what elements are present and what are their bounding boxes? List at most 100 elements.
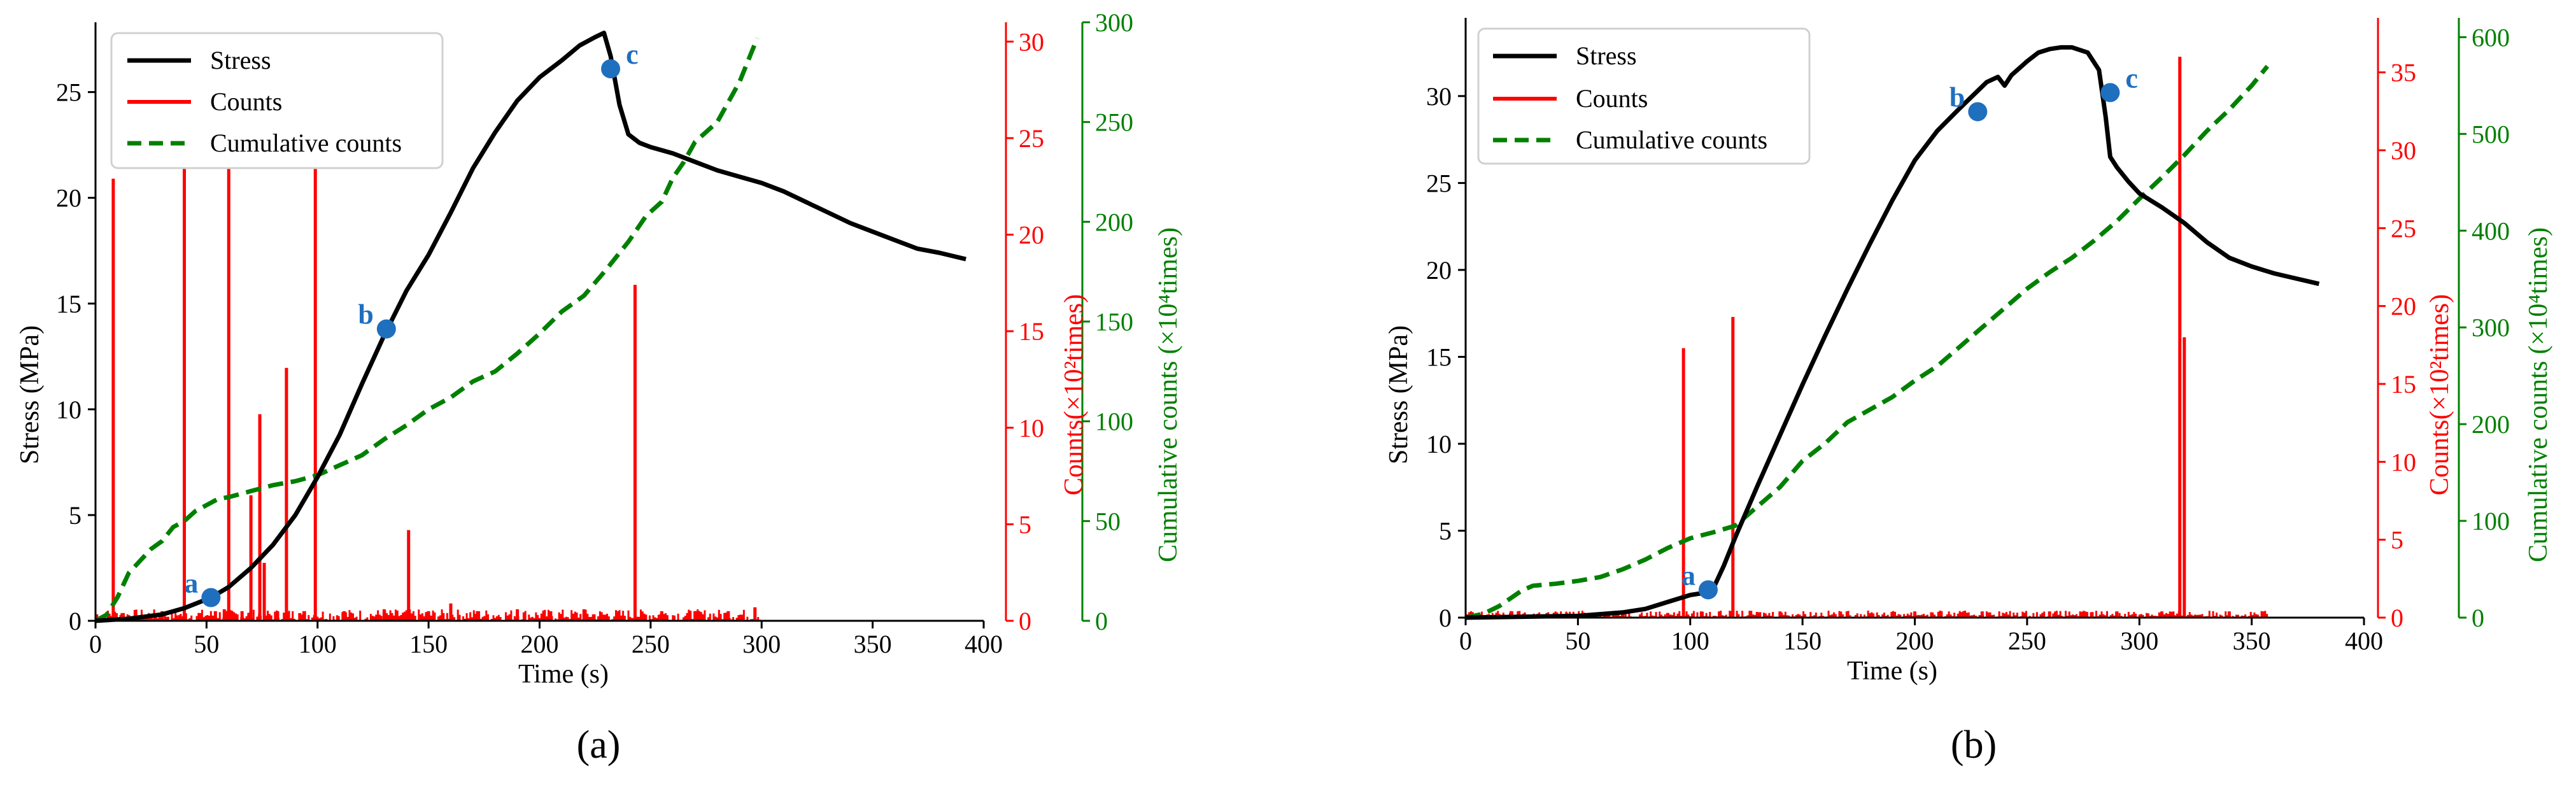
legend-label-stress: Stress [1576,41,1637,70]
y-axis-label-stress-a: Stress (MPa) [15,325,45,464]
x-tick-label: 250 [2008,627,2046,655]
y-tick-label-stress: 0 [1439,604,1452,632]
legend-a: Stress Counts Cumulative counts [110,32,444,169]
x-tick-label: 400 [965,630,1003,658]
x-tick-label: 100 [1671,627,1709,655]
y-tick-label-cumulative: 400 [2472,216,2510,245]
y-tick-label-cumulative: 500 [2472,120,2510,148]
y-tick-label-cumulative: 300 [2472,313,2510,342]
panel-label-b: (b) [1951,723,1997,767]
point-label-c: c [2125,62,2138,94]
y-axis-label-stress-b: Stress (MPa) [1384,325,1413,464]
point-marker-c [601,59,621,79]
y-tick-label-cumulative: 0 [2472,604,2484,632]
x-tick-label: 350 [854,630,892,658]
y-tick-label-cumulative: 100 [2472,507,2510,535]
y-tick-label-counts: 25 [1019,124,1044,153]
y-axis-label-cumulative-b: Cumulative counts (×10⁴times) [2524,227,2553,562]
y-tick-label-stress: 15 [1426,343,1452,371]
point-marker-b [1968,102,1988,122]
legend-label-counts: Counts [1576,84,1648,113]
y-tick-label-counts: 10 [2391,448,2416,476]
legend-label-counts: Counts [210,87,282,116]
y-tick-label-cumulative: 300 [1095,8,1133,37]
y-tick-label-stress: 25 [1426,169,1452,197]
y-tick-label-cumulative: 150 [1095,308,1133,336]
x-axis-label-b: Time (s) [1847,656,1937,686]
y-tick-label-counts: 0 [2391,604,2403,632]
x-tick-label: 200 [521,630,559,658]
y-tick-label-counts: 5 [1019,510,1031,539]
stress-line [95,31,966,623]
y-tick-label-counts: 15 [1019,317,1044,346]
x-tick-label: 300 [742,630,781,658]
y-tick-label-counts: 5 [2391,526,2403,555]
y-tick-label-counts: 20 [1019,221,1044,250]
y-axis-label-cumulative-a: Cumulative counts (×10⁴times) [1154,227,1183,562]
stress-line [1465,45,2320,620]
x-tick-label: 300 [2120,627,2158,655]
point-label-b: b [358,299,373,330]
y-tick-label-stress: 0 [69,607,81,635]
y-tick-label-cumulative: 200 [1095,208,1133,236]
x-tick-label: 100 [299,630,337,658]
x-tick-label: 150 [409,630,448,658]
y-tick-label-stress: 25 [56,78,81,107]
y-tick-label-cumulative: 250 [1095,108,1133,137]
y-tick-label-stress: 20 [1426,256,1452,285]
legend-b: Stress Counts Cumulative counts [1477,27,1811,165]
legend-label-stress: Stress [210,46,271,74]
point-marker-a [1698,580,1718,600]
legend-box [1477,27,1811,165]
y-tick-label-stress: 30 [1426,82,1452,111]
y-tick-label-counts: 30 [1019,27,1044,56]
x-tick-label: 0 [89,630,102,658]
y-tick-label-counts: 0 [1019,607,1031,635]
point-marker-c [2100,83,2120,103]
point-marker-a [201,588,221,607]
legend-box [110,32,444,169]
y-tick-label-cumulative: 0 [1095,607,1108,635]
point-label-a: a [184,567,198,599]
x-tick-label: 350 [2233,627,2271,655]
legend-label-cumulative: Cumulative counts [210,129,402,157]
y-tick-label-counts: 20 [2391,292,2416,321]
x-tick-label: 50 [1565,627,1590,655]
cumulative-counts-line [1465,64,2270,620]
panel-label-a: (a) [577,723,621,767]
y-tick-label-counts: 30 [2391,136,2416,165]
point-marker-b [376,319,396,339]
y-tick-label-counts: 25 [2391,214,2416,243]
y-tick-label-stress: 20 [56,184,81,213]
x-tick-label: 400 [2345,627,2383,655]
y-tick-label-cumulative: 50 [1095,507,1121,535]
x-tick-label: 0 [1459,627,1472,655]
y-tick-label-stress: 15 [56,290,81,318]
x-tick-label: 250 [632,630,670,658]
y-axis-label-counts-a: Counts(×10²times) [1059,294,1089,495]
y-tick-label-cumulative: 200 [2472,410,2510,439]
y-tick-label-stress: 5 [1439,516,1452,545]
y-tick-label-counts: 15 [2391,370,2416,399]
x-tick-label: 200 [1896,627,1934,655]
y-axis-label-counts-b: Counts(×10²times) [2425,294,2454,495]
point-label-a: a [1681,560,1695,591]
y-tick-label-cumulative: 600 [2472,23,2510,52]
legend-label-cumulative: Cumulative counts [1576,125,1767,154]
y-tick-label-cumulative: 100 [1095,408,1133,436]
y-tick-label-stress: 10 [56,395,81,424]
x-axis-label-a: Time (s) [518,660,609,689]
point-label-b: b [1950,82,1965,113]
point-label-c: c [626,39,639,70]
y-tick-label-stress: 10 [1426,430,1452,458]
cumulative-counts-line [94,37,760,623]
x-tick-label: 150 [1783,627,1822,655]
y-tick-label-counts: 35 [2391,59,2416,87]
x-tick-label: 50 [194,630,219,658]
y-tick-label-stress: 5 [69,501,81,530]
